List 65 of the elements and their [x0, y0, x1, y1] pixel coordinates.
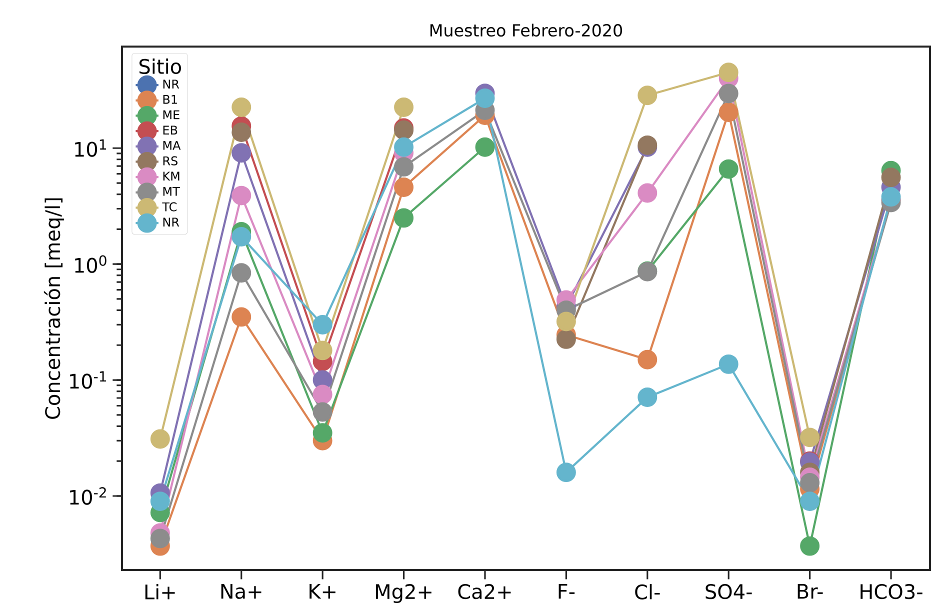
point: [150, 492, 170, 512]
point: [232, 263, 252, 283]
x-tick-label: SO4-: [706, 584, 752, 600]
legend-label: NR: [163, 218, 180, 226]
y-tick-label: 10$^{-1}$: [70, 371, 106, 389]
point: [232, 307, 252, 327]
point: [232, 186, 252, 206]
point: [556, 462, 576, 482]
y-tick-label: 10$^{1}$: [75, 139, 106, 157]
point: [718, 62, 738, 82]
point: [232, 227, 252, 247]
point: [800, 536, 820, 556]
point: [718, 354, 738, 374]
point: [881, 187, 901, 207]
legend-label: ME: [163, 110, 180, 120]
legend-label: B1: [163, 95, 177, 104]
legend-label: EB: [163, 126, 178, 134]
legend-label: TC: [162, 202, 177, 212]
x-tick-label: Cl-: [635, 584, 660, 600]
point: [394, 208, 414, 228]
point: [800, 473, 820, 493]
point: [312, 423, 332, 443]
legend-label: KM: [163, 172, 180, 180]
point: [232, 143, 252, 163]
point: [718, 159, 738, 179]
x-tick-label: HCO3-: [860, 584, 922, 600]
point: [475, 88, 495, 108]
legend-title: Sitio: [140, 58, 181, 74]
point: [312, 340, 332, 360]
legend-label: MT: [163, 187, 180, 196]
point: [150, 429, 170, 449]
point: [394, 157, 414, 177]
point: [800, 492, 820, 512]
legend-label: RS: [163, 156, 178, 166]
x-tick-label: Li+: [145, 584, 175, 600]
point: [638, 388, 658, 408]
x-tick-label: Na+: [221, 584, 262, 599]
point: [475, 137, 495, 157]
point: [881, 168, 901, 188]
x-tick-label: F-: [558, 584, 575, 599]
point: [394, 137, 414, 157]
point: [150, 528, 170, 548]
point: [312, 384, 332, 404]
point: [638, 183, 658, 203]
x-tick-label: Mg2+: [376, 584, 432, 604]
y-axis-title: Concentración [meq/l]: [44, 198, 64, 419]
point: [800, 428, 820, 448]
y-tick-label: 10$^{-2}$: [70, 487, 106, 505]
point: [394, 98, 414, 118]
point: [718, 84, 738, 104]
point: [718, 102, 738, 122]
point: [232, 122, 252, 142]
x-tick-label: Ca2+: [458, 584, 511, 600]
x-tick-label: K+: [310, 584, 336, 599]
chart-title: Muestreo Febrero-2020: [430, 24, 622, 37]
point: [312, 314, 332, 334]
x-tick-label: Br-: [798, 584, 823, 599]
legend-label: NR: [163, 80, 180, 88]
legend-label: MA: [163, 141, 181, 150]
point: [232, 98, 252, 118]
point: [394, 177, 414, 197]
y-tick-label: 10$^{0}$: [75, 255, 106, 273]
point: [312, 402, 332, 422]
point: [638, 86, 658, 106]
point: [638, 350, 658, 370]
